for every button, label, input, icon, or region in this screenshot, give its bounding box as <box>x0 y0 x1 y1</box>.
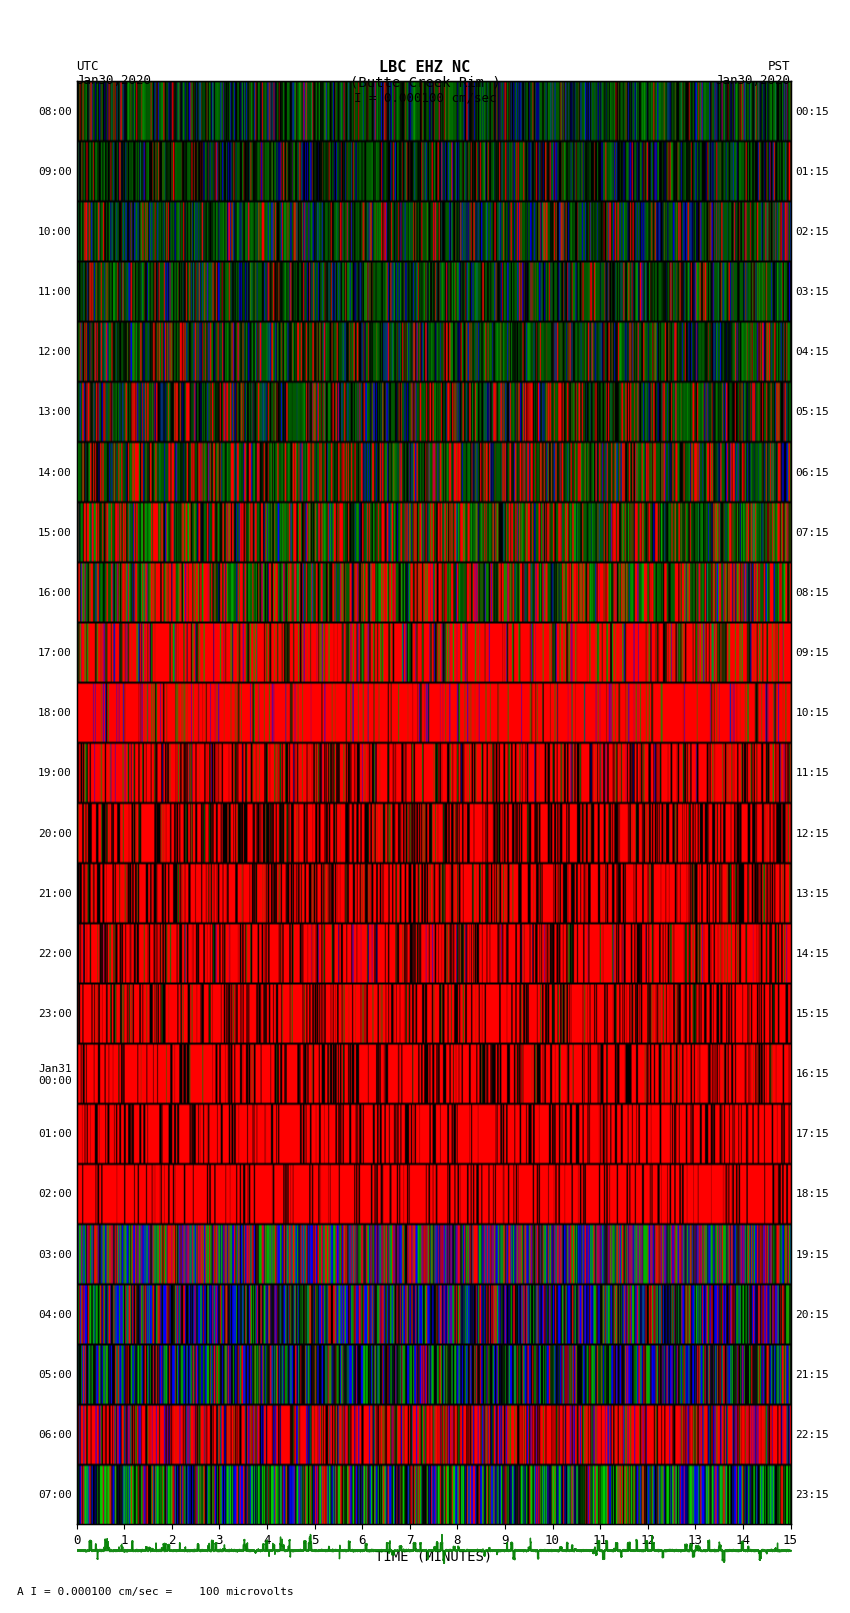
Text: LBC EHZ NC: LBC EHZ NC <box>379 60 471 74</box>
X-axis label: TIME (MINUTES): TIME (MINUTES) <box>375 1550 492 1563</box>
Text: I = 0.000100 cm/sec: I = 0.000100 cm/sec <box>354 92 496 105</box>
Text: A I = 0.000100 cm/sec =    100 microvolts: A I = 0.000100 cm/sec = 100 microvolts <box>17 1587 294 1597</box>
Text: UTC: UTC <box>76 60 99 73</box>
Text: PST: PST <box>768 60 790 73</box>
Text: (Butte Creek Rim ): (Butte Creek Rim ) <box>349 76 501 90</box>
Text: Jan30,2020: Jan30,2020 <box>716 74 790 87</box>
Text: Jan30,2020: Jan30,2020 <box>76 74 151 87</box>
